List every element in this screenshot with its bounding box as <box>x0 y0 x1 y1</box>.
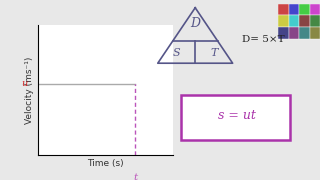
Bar <box>310 27 320 39</box>
X-axis label: Time (s): Time (s) <box>87 159 124 168</box>
Text: u: u <box>21 79 27 88</box>
Text: D= 5×T: D= 5×T <box>242 35 284 44</box>
Text: s = ut: s = ut <box>218 109 256 122</box>
Bar <box>299 15 310 27</box>
Text: t: t <box>133 173 137 180</box>
Bar <box>310 15 320 27</box>
Bar <box>289 27 299 39</box>
Bar <box>289 4 299 15</box>
FancyBboxPatch shape <box>181 95 290 140</box>
Text: S: S <box>172 48 180 58</box>
Y-axis label: Velocity (ms⁻¹): Velocity (ms⁻¹) <box>25 56 34 124</box>
Bar <box>278 4 289 15</box>
Bar <box>278 27 289 39</box>
Bar <box>299 4 310 15</box>
Bar <box>310 4 320 15</box>
Bar <box>299 27 310 39</box>
Text: D: D <box>190 17 200 30</box>
Bar <box>289 15 299 27</box>
Text: T: T <box>211 48 218 58</box>
Bar <box>278 15 289 27</box>
